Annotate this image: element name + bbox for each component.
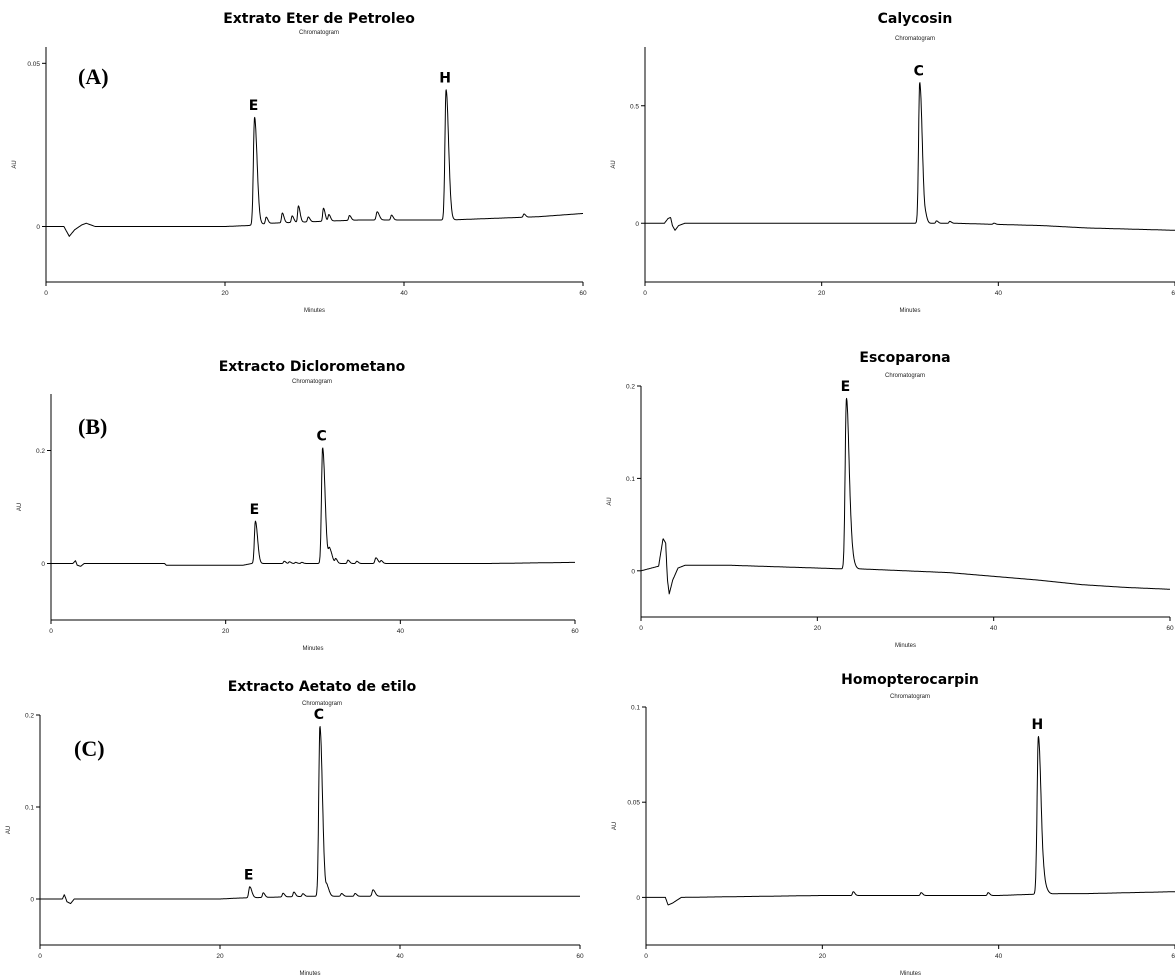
peak-label-h: H [1031, 717, 1043, 733]
y-tick-label: 0 [635, 221, 639, 228]
chart-title: Extracto Diclorometano [219, 359, 406, 375]
x-tick-label: 40 [990, 625, 998, 632]
plot-axes [39, 715, 580, 946]
x-tick-label: 0 [49, 628, 53, 635]
x-tick-label: 60 [1171, 953, 1175, 960]
x-tick-label: 20 [819, 953, 827, 960]
chart-subtitle: Chromatogram [885, 373, 925, 379]
plot-axes [45, 47, 583, 283]
y-axis-label: AU [12, 160, 18, 168]
peak-label-e: E [249, 98, 259, 114]
x-axis-label: Minutes [895, 643, 916, 649]
x-tick-label: 40 [995, 290, 1003, 297]
x-tick-label: 60 [579, 290, 587, 297]
x-tick-label: 60 [1171, 290, 1175, 297]
peak-label-c: C [314, 707, 324, 723]
x-tick-label: 0 [38, 953, 42, 960]
chromatogram-panel-3: Extracto Diclorometano Chromatogram (B) 0 20… [17, 359, 579, 652]
chromatogram-trace [50, 447, 576, 567]
y-tick-label: 0.05 [27, 61, 40, 68]
chromatogram-panel-4: Escoparona Chromatogram 0 20 40 60 0 0.1 0.2 Minu… [607, 350, 1174, 649]
chart-subtitle: Chromatogram [299, 30, 339, 36]
y-axis-label: AU [17, 503, 23, 511]
chromatogram-trace [645, 736, 1175, 906]
peak-label-e: E [841, 379, 851, 395]
chromatogram-trace [640, 397, 1171, 595]
peak-label-e: E [250, 502, 260, 518]
x-tick-label: 60 [571, 628, 579, 635]
peak-label-e: E [244, 868, 254, 884]
chromatogram-trace [45, 89, 584, 237]
chart-title: Extrato Eter de Petroleo [223, 11, 415, 27]
y-tick-label: 0.2 [626, 384, 635, 391]
y-axis-label: AU [611, 160, 617, 168]
y-tick-label: 0.2 [25, 713, 34, 720]
chart-title: Homopterocarpin [841, 672, 979, 688]
x-tick-label: 40 [995, 953, 1003, 960]
y-tick-label: 0 [631, 568, 635, 575]
panel-label: (A) [78, 64, 109, 89]
x-tick-label: 60 [1166, 625, 1174, 632]
plot-axes [640, 386, 1170, 618]
chromatogram-trace [644, 82, 1175, 231]
y-tick-label: 0 [41, 561, 45, 568]
x-tick-label: 40 [396, 953, 404, 960]
chromatogram-panel-5: Extracto Aetato de etilo Chromatogram (C) 0… [6, 679, 584, 977]
y-tick-label: 0.05 [627, 800, 640, 807]
x-tick-label: 20 [814, 625, 822, 632]
chromatogram-panel-6: Homopterocarpin Chromatogram 0 20 40 60 0 0.05 0… [612, 672, 1175, 977]
x-tick-label: 0 [643, 290, 647, 297]
chart-title: Escoparona [859, 350, 950, 366]
chart-subtitle: Chromatogram [895, 36, 935, 42]
x-tick-label: 20 [818, 290, 826, 297]
x-tick-label: 0 [639, 625, 643, 632]
chart-subtitle: Chromatogram [890, 694, 930, 700]
x-tick-label: 20 [221, 290, 229, 297]
y-tick-label: 0.1 [626, 476, 635, 483]
chart-title: Calycosin [878, 11, 953, 27]
y-tick-label: 0 [30, 897, 34, 904]
panel-label: (C) [74, 736, 105, 761]
x-axis-label: Minutes [304, 308, 325, 314]
y-axis-label: AU [607, 497, 613, 505]
y-tick-label: 0.1 [631, 705, 640, 712]
y-axis-label: AU [6, 826, 12, 834]
y-tick-label: 0.2 [36, 448, 45, 455]
plot-axes [644, 47, 1175, 283]
y-tick-label: 0 [636, 895, 640, 902]
peak-label-c: C [914, 63, 924, 79]
chromatogram-trace [39, 726, 581, 905]
chart-subtitle: Chromatogram [292, 379, 332, 385]
plot-axes [645, 707, 1175, 946]
chart-subtitle: Chromatogram [302, 701, 342, 707]
y-tick-label: 0 [36, 224, 40, 231]
x-tick-label: 60 [576, 953, 584, 960]
x-axis-label: Minutes [899, 308, 920, 314]
x-tick-label: 0 [644, 953, 648, 960]
panel-label: (B) [78, 414, 107, 439]
x-tick-label: 0 [44, 290, 48, 297]
x-tick-label: 20 [216, 953, 224, 960]
y-tick-label: 0.5 [630, 103, 639, 110]
x-axis-label: Minutes [302, 646, 323, 652]
peak-label-h: H [439, 70, 451, 86]
peak-label-c: C [316, 429, 326, 445]
chromatogram-panel-1: Extrato Eter de Petroleo Chromatogram (A) 0… [12, 11, 587, 314]
plot-axes [50, 394, 575, 621]
x-tick-label: 20 [222, 628, 230, 635]
x-tick-label: 40 [400, 290, 408, 297]
x-axis-label: Minutes [900, 971, 921, 977]
y-tick-label: 0.1 [25, 805, 34, 812]
chart-title: Extracto Aetato de etilo [228, 679, 417, 695]
y-axis-label: AU [612, 822, 618, 830]
x-tick-label: 40 [397, 628, 405, 635]
x-axis-label: Minutes [299, 971, 320, 977]
chromatogram-panel-2: Calycosin Chromatogram 0 20 40 60 0 0.5 Minutes A… [611, 11, 1175, 314]
